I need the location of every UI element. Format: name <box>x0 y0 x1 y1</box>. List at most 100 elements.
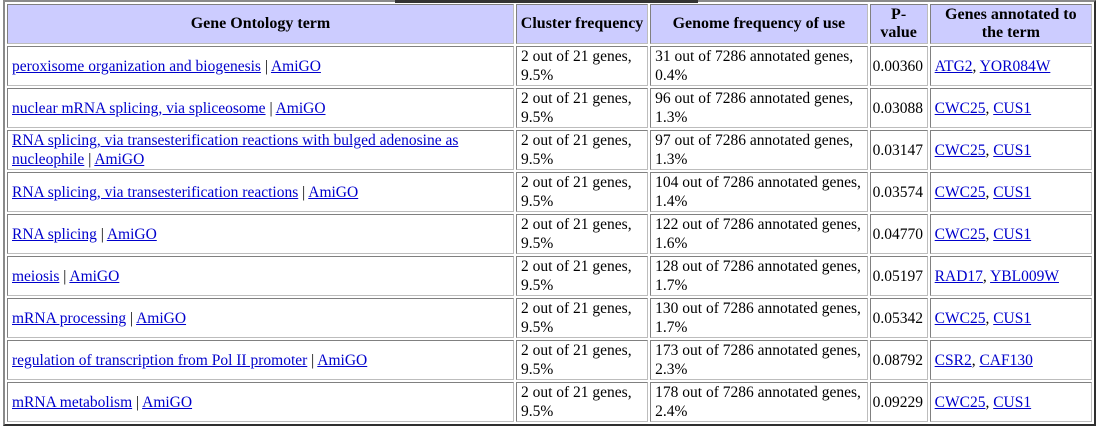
amigo-link[interactable]: AmiGO <box>142 393 193 411</box>
term-amigo-separator: | <box>260 57 271 75</box>
go-term-link[interactable]: peroxisome organization and biogenesis <box>12 57 261 75</box>
go-term-cell: RNA splicing | AmiGO <box>7 214 514 254</box>
genome-frequency-cell: 178 out of 7286 annotated genes, 2.4% <box>650 382 868 422</box>
gene-link[interactable]: CUS1 <box>993 141 1032 159</box>
gene-separator: , <box>985 99 994 117</box>
go-term-link[interactable]: regulation of transcription from Pol II … <box>12 351 308 369</box>
gene-separator: , <box>985 309 994 327</box>
term-amigo-separator: | <box>96 225 107 243</box>
table-row: RNA splicing, via transesterification re… <box>7 130 1092 170</box>
p-value-cell: 0.03574 <box>869 172 928 212</box>
genome-frequency-cell: 97 out of 7286 annotated genes, 1.3% <box>650 130 868 170</box>
gene-link[interactable]: CWC25 <box>934 99 986 117</box>
go-term-link[interactable]: RNA splicing, via transesterification re… <box>12 132 459 168</box>
genome-frequency-cell: 104 out of 7286 annotated genes, 1.4% <box>650 172 868 212</box>
p-value-cell: 0.05197 <box>869 256 928 296</box>
gene-link[interactable]: CWC25 <box>934 183 986 201</box>
gene-link[interactable]: ATG2 <box>934 57 973 75</box>
gene-link[interactable]: CWC25 <box>934 141 986 159</box>
genome-frequency-cell: 130 out of 7286 annotated genes, 1.7% <box>650 298 868 338</box>
p-value-cell: 0.04770 <box>869 214 928 254</box>
go-term-cell: RNA splicing, via transesterification re… <box>7 130 514 170</box>
go-term-cell: mRNA metabolism | AmiGO <box>7 382 514 422</box>
annotated-genes-cell: CWC25, CUS1 <box>929 172 1092 212</box>
go-term-cell: RNA splicing, via transesterification re… <box>7 172 514 212</box>
gene-link[interactable]: YOR084W <box>979 57 1051 75</box>
gene-separator: , <box>972 57 980 75</box>
genome-frequency-cell: 128 out of 7286 annotated genes, 1.7% <box>650 256 868 296</box>
gene-link[interactable]: CSR2 <box>934 351 972 369</box>
p-value-cell: 0.08792 <box>869 340 928 380</box>
col-header-gene-ontology-term: Gene Ontology term <box>7 4 514 44</box>
term-amigo-separator: | <box>59 267 70 285</box>
amigo-link[interactable]: AmiGO <box>106 225 157 243</box>
table-row: regulation of transcription from Pol II … <box>7 340 1092 380</box>
go-term-cell: meiosis | AmiGO <box>7 256 514 296</box>
cluster-frequency-cell: 2 out of 21 genes, 9.5% <box>515 46 649 86</box>
genome-frequency-cell: 96 out of 7286 annotated genes, 1.3% <box>650 88 868 128</box>
amigo-link[interactable]: AmiGO <box>69 267 120 285</box>
term-amigo-separator: | <box>298 183 309 201</box>
cluster-frequency-cell: 2 out of 21 genes, 9.5% <box>515 256 649 296</box>
annotated-genes-cell: CWC25, CUS1 <box>929 130 1092 170</box>
gene-link[interactable]: CAF130 <box>979 351 1033 369</box>
go-term-link[interactable]: meiosis <box>12 267 60 285</box>
gene-link[interactable]: CUS1 <box>993 225 1032 243</box>
go-term-cell: nuclear mRNA splicing, via spliceosome |… <box>7 88 514 128</box>
cluster-frequency-cell: 2 out of 21 genes, 9.5% <box>515 130 649 170</box>
gene-link[interactable]: CUS1 <box>993 183 1032 201</box>
p-value-cell: 0.00360 <box>869 46 928 86</box>
gene-link[interactable]: CUS1 <box>993 309 1032 327</box>
amigo-link[interactable]: AmiGO <box>136 309 187 327</box>
amigo-link[interactable]: AmiGO <box>317 351 368 369</box>
table-body: peroxisome organization and biogenesis |… <box>7 46 1092 422</box>
gene-separator: , <box>985 393 994 411</box>
amigo-link[interactable]: AmiGO <box>275 99 326 117</box>
gene-link[interactable]: CWC25 <box>934 393 986 411</box>
gene-link[interactable]: CUS1 <box>993 393 1032 411</box>
genome-frequency-cell: 173 out of 7286 annotated genes, 2.3% <box>650 340 868 380</box>
col-header-genome-frequency-of-use: Genome frequency of use <box>650 4 868 44</box>
genome-frequency-cell: 122 out of 7286 annotated genes, 1.6% <box>650 214 868 254</box>
gene-link[interactable]: CUS1 <box>993 99 1032 117</box>
gene-link[interactable]: CWC25 <box>934 225 986 243</box>
cluster-frequency-cell: 2 out of 21 genes, 9.5% <box>515 382 649 422</box>
go-term-link[interactable]: mRNA metabolism <box>12 393 133 411</box>
gene-link[interactable]: RAD17 <box>934 267 983 285</box>
gene-separator: , <box>985 141 994 159</box>
annotated-genes-cell: CWC25, CUS1 <box>929 214 1092 254</box>
go-term-link[interactable]: nuclear mRNA splicing, via spliceosome <box>12 99 266 117</box>
go-term-link[interactable]: mRNA processing <box>12 309 127 327</box>
cluster-frequency-cell: 2 out of 21 genes, 9.5% <box>515 298 649 338</box>
amigo-link[interactable]: AmiGO <box>270 57 321 75</box>
term-amigo-separator: | <box>84 151 95 168</box>
clipped-rule-artifact <box>395 0 698 3</box>
col-header-p-value: P-value <box>869 4 928 44</box>
table-row: meiosis | AmiGO 2 out of 21 genes, 9.5% 12… <box>7 256 1092 296</box>
amigo-link[interactable]: AmiGO <box>308 183 359 201</box>
annotated-genes-cell: CWC25, CUS1 <box>929 382 1092 422</box>
go-term-link[interactable]: RNA splicing, via transesterification re… <box>12 183 299 201</box>
p-value-cell: 0.03147 <box>869 130 928 170</box>
annotated-genes-cell: ATG2, YOR084W <box>929 46 1092 86</box>
p-value-cell: 0.03088 <box>869 88 928 128</box>
annotated-genes-cell: CSR2, CAF130 <box>929 340 1092 380</box>
gene-link[interactable]: CWC25 <box>934 309 986 327</box>
cluster-frequency-cell: 2 out of 21 genes, 9.5% <box>515 172 649 212</box>
amigo-link[interactable]: AmiGO <box>94 151 145 168</box>
gene-link[interactable]: YBL009W <box>990 267 1059 285</box>
term-amigo-separator: | <box>126 309 137 327</box>
col-header-cluster-frequency: Cluster frequency <box>515 4 649 44</box>
go-term-cell: regulation of transcription from Pol II … <box>7 340 514 380</box>
go-term-link[interactable]: RNA splicing <box>12 225 97 243</box>
term-amigo-separator: | <box>265 99 276 117</box>
go-term-cell: mRNA processing | AmiGO <box>7 298 514 338</box>
table-row: mRNA processing | AmiGO 2 out of 21 genes… <box>7 298 1092 338</box>
col-header-genes-annotated-to-the-term: Genes annotated to the term <box>929 4 1092 44</box>
p-value-cell: 0.05342 <box>869 298 928 338</box>
annotated-genes-cell: CWC25, CUS1 <box>929 88 1092 128</box>
annotated-genes-cell: CWC25, CUS1 <box>929 298 1092 338</box>
table-row: RNA splicing, via transesterification re… <box>7 172 1092 212</box>
gene-separator: , <box>985 183 994 201</box>
